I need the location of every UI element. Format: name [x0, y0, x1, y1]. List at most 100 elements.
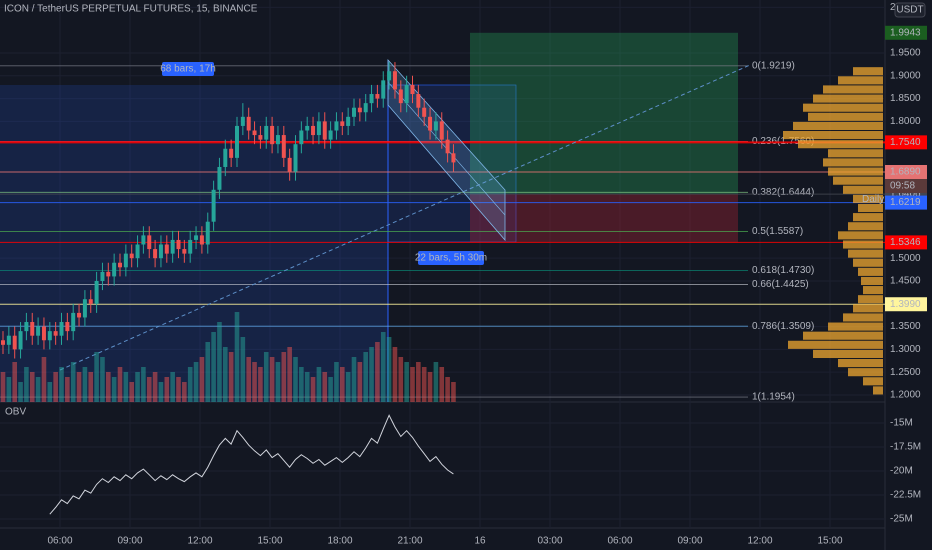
price-label: 1.3990 [890, 299, 921, 310]
candle-body [106, 271, 111, 277]
candle-body [340, 121, 345, 126]
candle-body [451, 153, 456, 163]
obv-line [49, 414, 454, 515]
candle-body [275, 135, 280, 145]
volume-profile-bar [858, 295, 883, 304]
volume-profile-bar [848, 249, 883, 258]
price-label-box [885, 164, 927, 179]
candle-body [445, 139, 450, 154]
volume-profile-bar [853, 213, 883, 222]
x-tick-label: 09:00 [117, 536, 142, 547]
candle-body [264, 125, 269, 140]
volume-bar [135, 372, 140, 402]
candle-body [299, 130, 304, 145]
y-tick-label: 1.3000 [890, 344, 921, 355]
price-label-box [885, 235, 927, 250]
x-tick-label: 21:00 [397, 536, 422, 547]
volume-bar [129, 382, 134, 402]
candle-body [211, 189, 216, 222]
candle-body [416, 94, 421, 108]
volume-bar [123, 372, 129, 402]
volume-profile-bar [823, 158, 883, 167]
volume-profile-bar [813, 94, 883, 103]
volume-bar [164, 377, 170, 402]
candle-body [164, 244, 169, 254]
volume-bar [6, 377, 12, 402]
candle-body [246, 116, 251, 131]
x-tick-label: 18:00 [327, 536, 352, 547]
unit-button[interactable] [894, 2, 926, 18]
candle-body [352, 107, 356, 117]
candle-body [36, 326, 41, 336]
candle-body [381, 80, 386, 99]
price-label: 1.6219 [890, 197, 921, 208]
candle-body [188, 239, 193, 254]
volume-profile-bar [828, 149, 883, 158]
candle-body [24, 322, 29, 332]
volume-bar [263, 352, 269, 402]
candle-body [129, 253, 134, 259]
volume-profile-bar [858, 267, 883, 276]
volume-bar [65, 377, 70, 402]
volume-bar [281, 352, 287, 402]
volume-bar [351, 357, 357, 402]
obv-tick-label: -22.5M [890, 490, 921, 501]
obv-tick-label: -25M [890, 514, 913, 525]
countdown: 09:58 [890, 181, 915, 192]
price-label: 1.6406 [890, 189, 921, 200]
fib-label: 0.5(1.5587) [752, 226, 803, 237]
volume-bar [445, 377, 450, 402]
volume-profile-bar [853, 67, 883, 76]
x-tick-label: 06:00 [607, 536, 632, 547]
volume-profile-bar [863, 286, 883, 295]
candle-body [170, 239, 175, 254]
volume-bar [176, 377, 181, 402]
volume-profile-bar [838, 76, 883, 85]
volume-bar [299, 367, 304, 402]
candle-body [199, 235, 204, 245]
fib-label: 0.786(1.3509) [752, 321, 814, 332]
candle-body [47, 331, 52, 341]
volume-bar [76, 372, 82, 402]
price-label: 1.6890 [890, 167, 921, 178]
y-tick-label: 1.9500 [890, 48, 921, 59]
candle-body [205, 221, 210, 245]
volume-profile-bar [803, 103, 883, 112]
volume-bar [269, 357, 275, 402]
volume-profile-bar [848, 222, 883, 231]
volume-bar [0, 372, 6, 402]
candle-body [252, 130, 257, 136]
volume-bar [18, 382, 23, 402]
obv-tick-label: -20M [890, 466, 913, 477]
candle-body [41, 326, 46, 341]
volume-profile-bar [808, 112, 883, 121]
volume-bar [158, 382, 164, 402]
volume-bar [421, 367, 427, 402]
y-tick-label: 1.2500 [890, 367, 921, 378]
candle-body [375, 94, 380, 99]
volume-profile-bar [843, 240, 883, 249]
volume-bar [439, 367, 445, 402]
volume-bar [427, 372, 433, 402]
y-tick-label: 1.4500 [890, 276, 921, 287]
candle-body [404, 84, 409, 104]
volume-bar [334, 362, 339, 402]
volume-profile-bar [848, 368, 883, 377]
candle-body [398, 89, 403, 104]
volume-bar [59, 367, 64, 402]
candle-body [316, 121, 321, 136]
volume-profile-bar [793, 121, 883, 131]
candle-body [88, 299, 93, 304]
volume-profile-bar [838, 358, 883, 368]
y-tick-label: 1.8000 [890, 116, 921, 127]
candle-body [287, 157, 292, 172]
countdown-box [885, 178, 927, 193]
volume-profile-bar [783, 131, 883, 140]
candle-body [82, 299, 87, 318]
fib-label: 0.382(1.6444) [752, 187, 814, 198]
price-label: 1.5346 [890, 237, 921, 248]
candle-body [59, 322, 64, 336]
volume-profile-bar [803, 331, 883, 340]
candle-body [305, 125, 310, 131]
volume-bar [433, 362, 439, 402]
